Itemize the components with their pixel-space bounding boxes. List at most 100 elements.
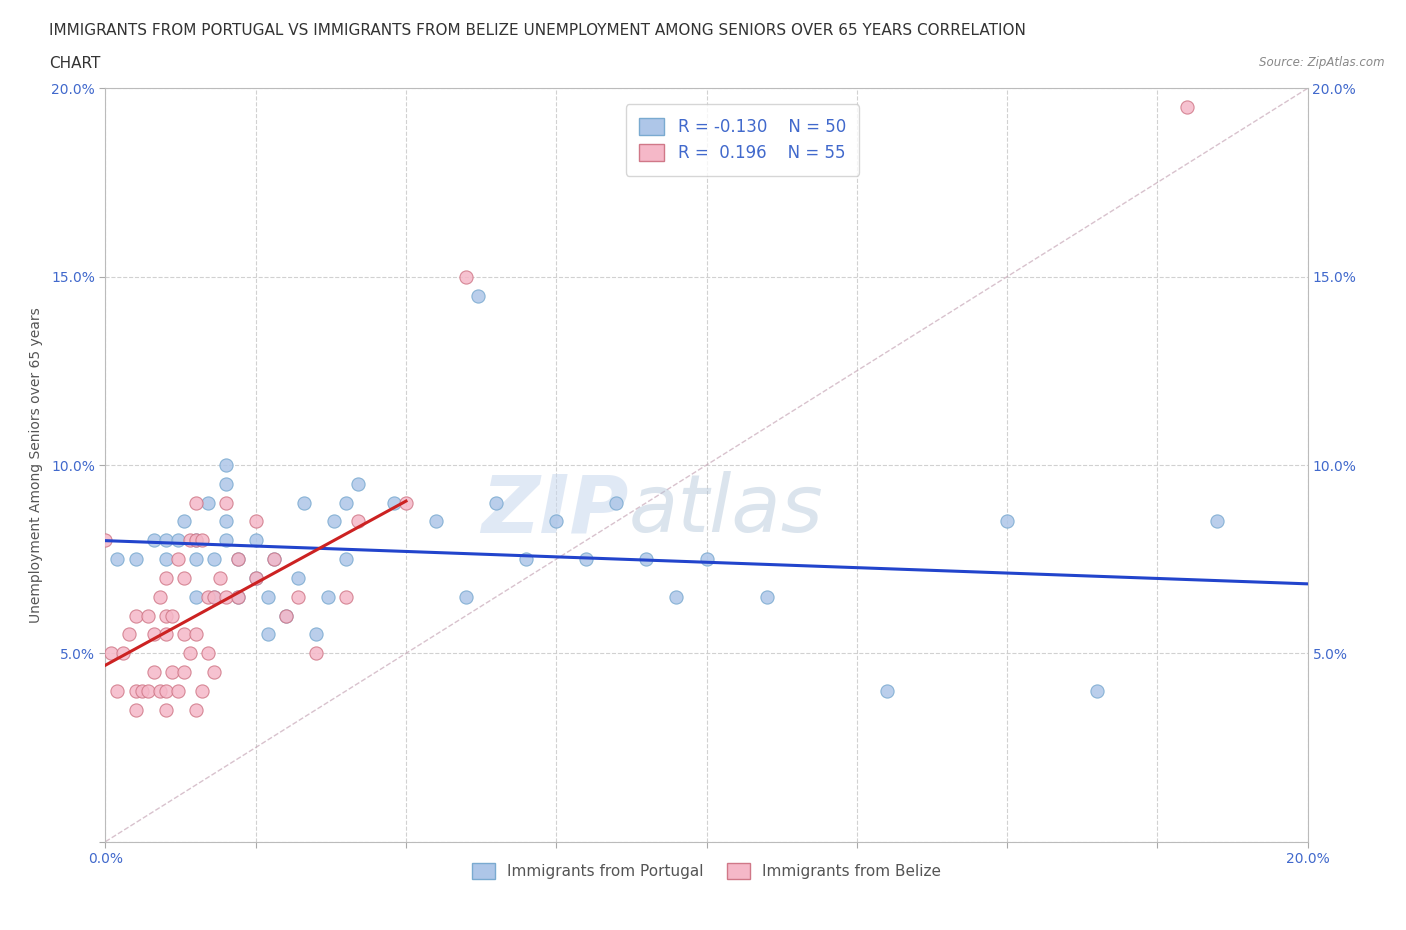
Point: [124, 684, 146, 698]
Point: [179, 646, 201, 661]
Point: [245, 571, 267, 586]
Point: [665, 590, 688, 604]
Point: [226, 551, 249, 566]
Point: [335, 551, 357, 566]
Point: [1085, 684, 1108, 698]
Point: [197, 496, 219, 511]
Point: [184, 551, 207, 566]
Point: [124, 551, 146, 566]
Point: [184, 590, 207, 604]
Point: [335, 496, 357, 511]
Point: [173, 665, 195, 680]
Point: [112, 646, 135, 661]
Point: [876, 684, 898, 698]
Point: [214, 496, 236, 511]
Point: [155, 627, 177, 642]
Point: [292, 496, 315, 511]
Point: [425, 514, 447, 529]
Point: [214, 533, 236, 548]
Point: [184, 627, 207, 642]
Point: [107, 684, 129, 698]
Point: [202, 590, 225, 604]
Point: [515, 551, 537, 566]
Point: [142, 533, 165, 548]
Point: [226, 551, 249, 566]
Point: [155, 571, 177, 586]
Point: [305, 646, 328, 661]
Point: [155, 608, 177, 623]
Text: ZIP: ZIP: [481, 472, 628, 550]
Point: [305, 627, 328, 642]
Point: [335, 590, 357, 604]
Point: [166, 684, 188, 698]
Point: [202, 665, 225, 680]
Point: [148, 684, 170, 698]
Point: [256, 590, 278, 604]
Point: [287, 590, 309, 604]
Point: [142, 665, 165, 680]
Point: [316, 590, 339, 604]
Point: [118, 627, 141, 642]
Point: [467, 288, 489, 303]
Point: [166, 533, 188, 548]
Point: [155, 702, 177, 717]
Point: [166, 551, 188, 566]
Point: [214, 476, 236, 491]
Point: [226, 590, 249, 604]
Text: Source: ZipAtlas.com: Source: ZipAtlas.com: [1260, 56, 1385, 69]
Point: [155, 551, 177, 566]
Point: [184, 533, 207, 548]
Point: [148, 590, 170, 604]
Point: [256, 627, 278, 642]
Point: [636, 551, 658, 566]
Point: [245, 514, 267, 529]
Point: [456, 270, 478, 285]
Point: [184, 496, 207, 511]
Point: [160, 665, 183, 680]
Point: [456, 590, 478, 604]
Point: [382, 496, 405, 511]
Y-axis label: Unemployment Among Seniors over 65 years: Unemployment Among Seniors over 65 years: [30, 307, 42, 623]
Point: [197, 590, 219, 604]
Point: [226, 590, 249, 604]
Point: [696, 551, 718, 566]
Point: [575, 551, 598, 566]
Point: [94, 533, 117, 548]
Point: [995, 514, 1018, 529]
Point: [107, 551, 129, 566]
Point: [605, 496, 627, 511]
Point: [347, 476, 370, 491]
Point: [197, 646, 219, 661]
Point: [1206, 514, 1229, 529]
Point: [287, 571, 309, 586]
Point: [214, 458, 236, 472]
Point: [347, 514, 370, 529]
Point: [245, 533, 267, 548]
Point: [142, 627, 165, 642]
Point: [184, 533, 207, 548]
Point: [245, 571, 267, 586]
Point: [546, 514, 568, 529]
Point: [322, 514, 344, 529]
Point: [485, 496, 508, 511]
Point: [274, 608, 297, 623]
Point: [136, 608, 159, 623]
Point: [173, 627, 195, 642]
Point: [208, 571, 231, 586]
Text: CHART: CHART: [49, 56, 101, 71]
Text: atlas: atlas: [628, 472, 823, 550]
Point: [173, 514, 195, 529]
Point: [124, 608, 146, 623]
Point: [100, 646, 122, 661]
Point: [124, 702, 146, 717]
Point: [155, 533, 177, 548]
Point: [274, 608, 297, 623]
Point: [155, 684, 177, 698]
Text: IMMIGRANTS FROM PORTUGAL VS IMMIGRANTS FROM BELIZE UNEMPLOYMENT AMONG SENIORS OV: IMMIGRANTS FROM PORTUGAL VS IMMIGRANTS F…: [49, 23, 1026, 38]
Point: [395, 496, 418, 511]
Point: [214, 514, 236, 529]
Point: [190, 684, 212, 698]
Point: [755, 590, 778, 604]
Point: [173, 571, 195, 586]
Point: [160, 608, 183, 623]
